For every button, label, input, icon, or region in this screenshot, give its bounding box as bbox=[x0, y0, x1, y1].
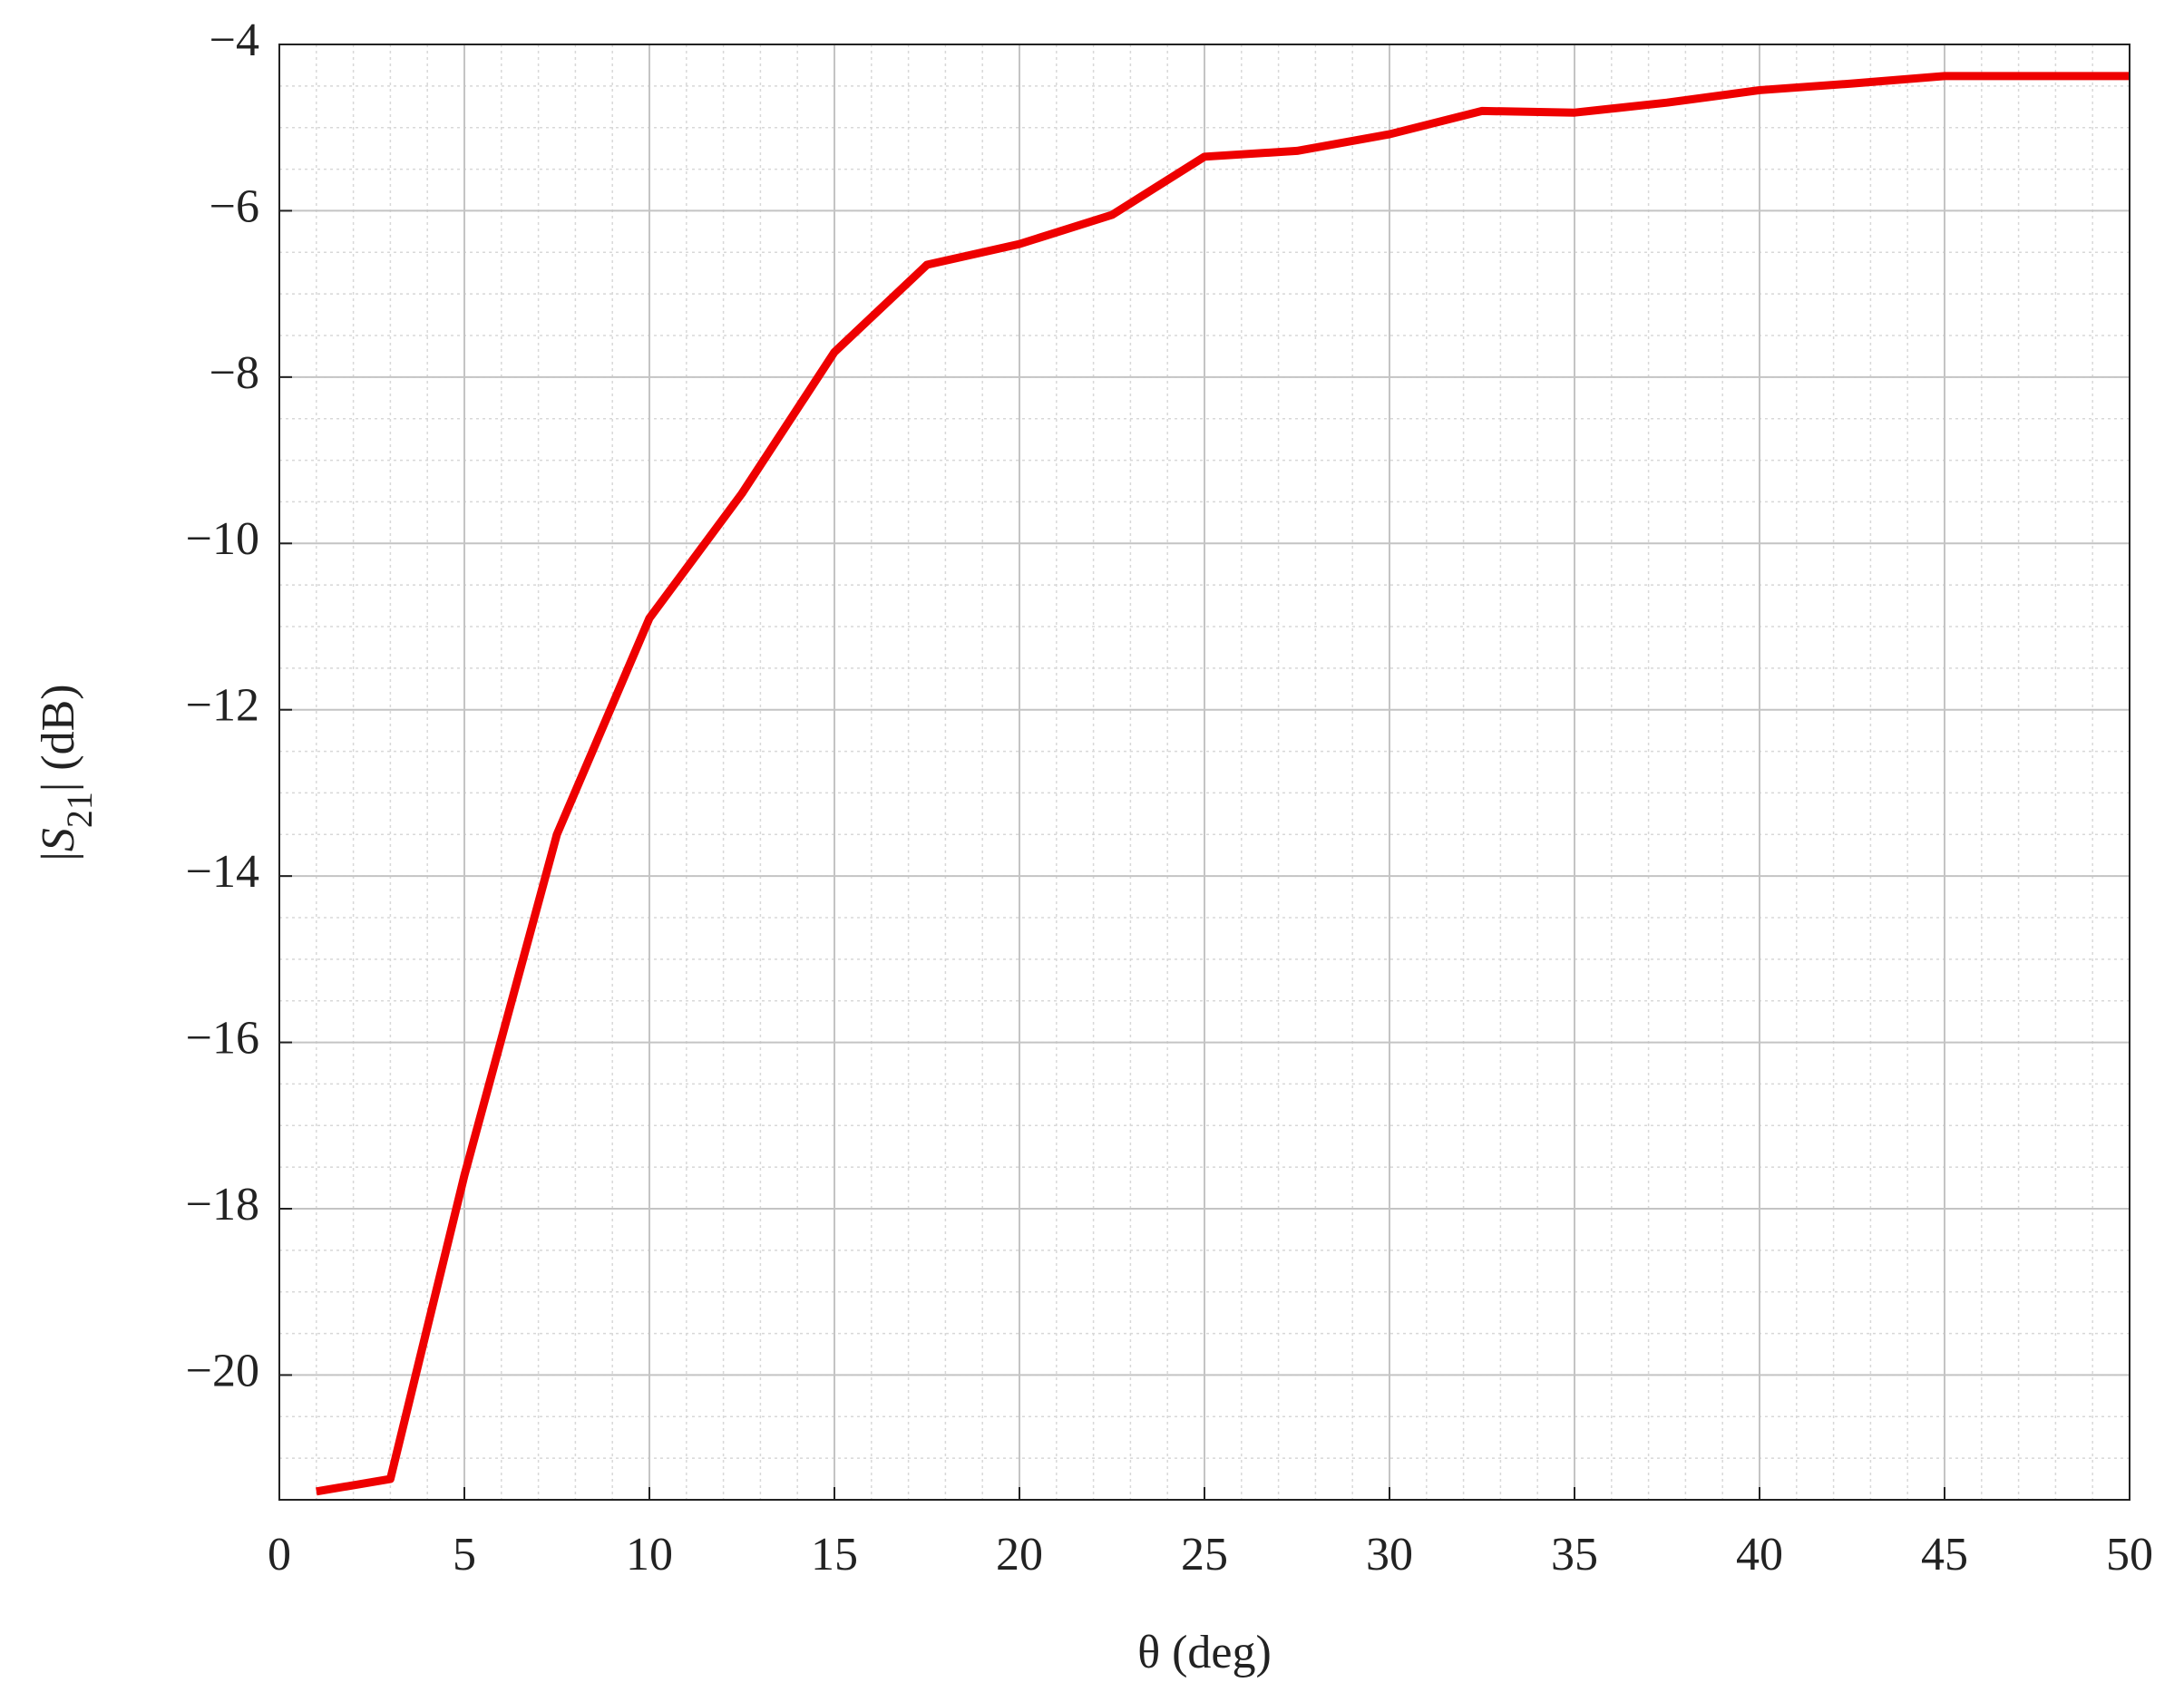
x-tick-label: 5 bbox=[453, 1529, 476, 1580]
x-tick-label: 35 bbox=[1551, 1529, 1598, 1580]
x-tick-label: 45 bbox=[1921, 1529, 1968, 1580]
y-tick-label: −16 bbox=[186, 1013, 259, 1065]
y-tick-label: −20 bbox=[186, 1345, 259, 1396]
y-axis-label-part: | (dB) bbox=[33, 684, 84, 792]
x-axis-label: θ (deg) bbox=[1137, 1627, 1272, 1678]
data-line bbox=[316, 72, 2130, 1496]
y-axis-label: |S21| (dB) bbox=[33, 684, 100, 861]
y-tick-label: −6 bbox=[210, 180, 259, 232]
x-tick-label: 10 bbox=[626, 1529, 673, 1580]
lines bbox=[316, 72, 2130, 1496]
y-tick-label: −12 bbox=[186, 680, 259, 732]
y-tick-label: −4 bbox=[210, 15, 259, 66]
y-tick-label: −8 bbox=[210, 347, 259, 399]
x-tick-label: 30 bbox=[1366, 1529, 1413, 1580]
y-axis-label-part: 21 bbox=[59, 792, 100, 828]
y-tick-label: −10 bbox=[186, 513, 259, 565]
x-tick-label: 20 bbox=[996, 1529, 1043, 1580]
x-tick-label: 50 bbox=[2106, 1529, 2153, 1580]
x-tick-label: 15 bbox=[811, 1529, 858, 1580]
y-axis-label-part: | bbox=[33, 851, 84, 861]
y-axis-label-part: S bbox=[33, 828, 84, 851]
x-tick-label: 25 bbox=[1181, 1529, 1228, 1580]
x-tick-label: 40 bbox=[1736, 1529, 1783, 1580]
y-tick-label: −14 bbox=[186, 846, 259, 898]
y-tick-label: −18 bbox=[186, 1179, 259, 1230]
x-tick-label: 0 bbox=[268, 1529, 291, 1580]
